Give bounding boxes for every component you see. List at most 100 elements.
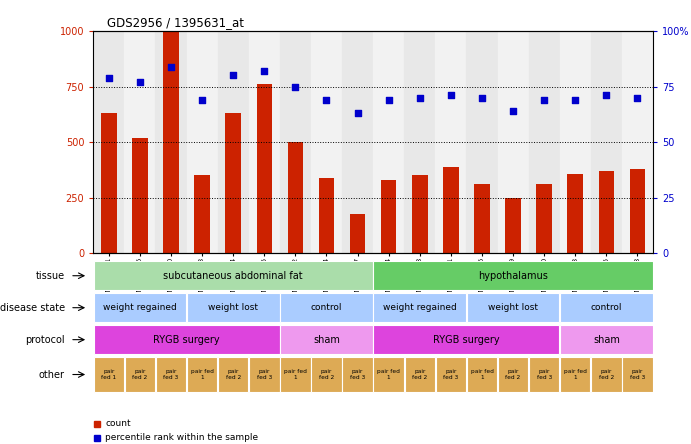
Bar — [287, 142, 303, 253]
Text: pair
fed 3: pair fed 3 — [163, 369, 179, 380]
Point — [507, 107, 518, 115]
Bar — [498, 357, 529, 392]
Bar — [598, 171, 614, 253]
Bar — [280, 293, 373, 322]
Bar — [124, 31, 155, 253]
Bar — [124, 357, 155, 392]
Bar — [560, 325, 653, 354]
Point — [227, 72, 239, 79]
Text: sham: sham — [313, 335, 340, 345]
Bar — [194, 175, 210, 253]
Text: other: other — [39, 369, 65, 380]
Text: pair fed
1: pair fed 1 — [564, 369, 587, 380]
Bar — [466, 357, 498, 392]
Bar — [342, 31, 373, 253]
Bar — [311, 31, 342, 253]
Text: protocol: protocol — [25, 335, 65, 345]
Bar — [187, 357, 218, 392]
Text: weight lost: weight lost — [208, 303, 258, 312]
Bar — [350, 214, 366, 253]
Bar — [373, 357, 404, 392]
Text: disease state: disease state — [0, 303, 65, 313]
Point — [352, 110, 363, 117]
Bar — [536, 184, 552, 253]
Bar — [163, 31, 179, 253]
Bar — [311, 357, 342, 392]
Bar — [567, 174, 583, 253]
Bar — [225, 113, 241, 253]
Bar — [218, 357, 249, 392]
Text: pair
fed 2: pair fed 2 — [132, 369, 148, 380]
Text: control: control — [591, 303, 622, 312]
Bar — [373, 261, 653, 290]
Text: hypothalamus: hypothalamus — [478, 271, 548, 281]
Text: weight lost: weight lost — [488, 303, 538, 312]
Bar — [93, 357, 124, 392]
Bar — [560, 31, 591, 253]
Text: RYGB surgery: RYGB surgery — [433, 335, 500, 345]
Text: count: count — [105, 419, 131, 428]
Text: sham: sham — [593, 335, 620, 345]
Bar — [373, 31, 404, 253]
Point — [445, 92, 456, 99]
Text: tissue: tissue — [35, 271, 65, 281]
Text: pair
fed 1: pair fed 1 — [102, 369, 116, 380]
Point — [134, 79, 145, 86]
Text: subcutaneous abdominal fat: subcutaneous abdominal fat — [163, 271, 303, 281]
Bar — [280, 31, 311, 253]
Bar — [529, 357, 560, 392]
Bar — [101, 113, 117, 253]
Point — [476, 94, 487, 101]
Text: RYGB surgery: RYGB surgery — [153, 335, 220, 345]
Text: pair
fed 3: pair fed 3 — [350, 369, 366, 380]
Point — [632, 94, 643, 101]
Bar — [187, 293, 280, 322]
Point — [539, 96, 550, 103]
Bar — [93, 261, 373, 290]
Bar — [93, 325, 280, 354]
Bar — [505, 198, 521, 253]
Bar — [187, 31, 218, 253]
Text: pair
fed 3: pair fed 3 — [630, 369, 645, 380]
Point — [415, 94, 426, 101]
Text: pair fed
1: pair fed 1 — [191, 369, 214, 380]
Bar — [342, 357, 373, 392]
Bar — [280, 357, 311, 392]
Text: pair
fed 3: pair fed 3 — [536, 369, 552, 380]
Bar — [630, 169, 645, 253]
Text: GDS2956 / 1395631_at: GDS2956 / 1395631_at — [107, 16, 244, 29]
Bar — [249, 357, 280, 392]
Bar — [498, 31, 529, 253]
Bar — [622, 31, 653, 253]
Bar — [93, 31, 124, 253]
Bar — [591, 357, 622, 392]
Bar — [466, 293, 560, 322]
Bar — [466, 31, 498, 253]
Text: pair
fed 3: pair fed 3 — [256, 369, 272, 380]
Bar — [93, 293, 187, 322]
Text: control: control — [311, 303, 342, 312]
Point — [569, 96, 580, 103]
Bar — [412, 175, 428, 253]
Bar — [319, 178, 334, 253]
Bar — [155, 357, 187, 392]
Bar — [560, 293, 653, 322]
Bar — [373, 293, 466, 322]
Point — [321, 96, 332, 103]
Bar — [381, 180, 397, 253]
Bar — [443, 166, 459, 253]
Text: pair
fed 3: pair fed 3 — [443, 369, 459, 380]
Point — [104, 74, 115, 81]
Point — [196, 96, 207, 103]
Bar — [404, 357, 435, 392]
Text: pair
fed 2: pair fed 2 — [319, 369, 334, 380]
Text: weight regained: weight regained — [103, 303, 177, 312]
Point — [258, 67, 269, 75]
Bar — [435, 31, 466, 253]
Bar — [249, 31, 280, 253]
Text: pair
fed 2: pair fed 2 — [225, 369, 241, 380]
Bar — [529, 31, 560, 253]
Point — [383, 96, 394, 103]
Text: weight regained: weight regained — [383, 303, 457, 312]
Bar — [132, 138, 148, 253]
